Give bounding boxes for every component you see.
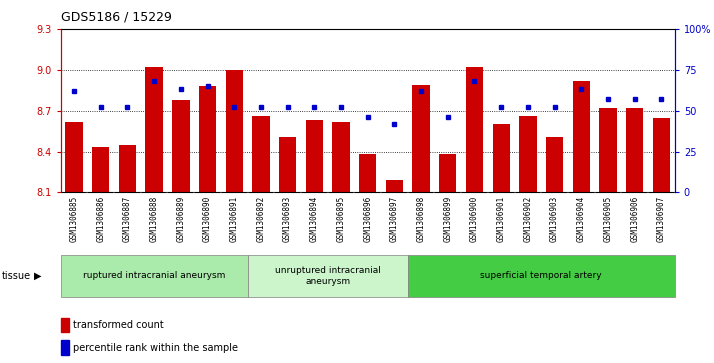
Bar <box>653 118 670 192</box>
Bar <box>466 67 483 192</box>
Text: GDS5186 / 15229: GDS5186 / 15229 <box>61 11 171 24</box>
Text: GSM1306906: GSM1306906 <box>630 195 639 242</box>
Text: GSM1306888: GSM1306888 <box>150 195 159 242</box>
Bar <box>332 122 350 192</box>
Bar <box>359 154 376 192</box>
Text: GSM1306895: GSM1306895 <box>336 195 346 242</box>
Text: GSM1306901: GSM1306901 <box>497 195 506 242</box>
Text: percentile rank within the sample: percentile rank within the sample <box>73 343 238 352</box>
Text: GSM1306886: GSM1306886 <box>96 195 105 242</box>
Text: GSM1306897: GSM1306897 <box>390 195 399 242</box>
Text: ▶: ▶ <box>34 271 42 281</box>
Bar <box>386 180 403 192</box>
Bar <box>519 116 536 192</box>
Text: unruptured intracranial
aneurysm: unruptured intracranial aneurysm <box>275 266 381 286</box>
FancyBboxPatch shape <box>408 255 675 297</box>
Bar <box>119 145 136 192</box>
Text: GSM1306890: GSM1306890 <box>203 195 212 242</box>
Text: GSM1306893: GSM1306893 <box>283 195 292 242</box>
Bar <box>573 81 590 192</box>
Text: GSM1306894: GSM1306894 <box>310 195 319 242</box>
Bar <box>546 136 563 192</box>
Bar <box>198 86 216 192</box>
Bar <box>66 122 83 192</box>
Bar <box>413 85 430 192</box>
Text: GSM1306904: GSM1306904 <box>577 195 585 242</box>
Text: GSM1306889: GSM1306889 <box>176 195 186 242</box>
Text: GSM1306902: GSM1306902 <box>523 195 533 242</box>
Bar <box>61 318 69 332</box>
Bar <box>626 108 643 192</box>
Text: GSM1306887: GSM1306887 <box>123 195 132 242</box>
Bar <box>61 340 69 355</box>
Text: transformed count: transformed count <box>73 320 164 330</box>
Bar <box>279 136 296 192</box>
Bar <box>226 70 243 192</box>
Text: GSM1306885: GSM1306885 <box>69 195 79 242</box>
Text: GSM1306896: GSM1306896 <box>363 195 372 242</box>
Text: GSM1306900: GSM1306900 <box>470 195 479 242</box>
Text: GSM1306892: GSM1306892 <box>256 195 266 242</box>
Text: tissue: tissue <box>2 271 31 281</box>
Text: GSM1306898: GSM1306898 <box>416 195 426 242</box>
FancyBboxPatch shape <box>248 255 408 297</box>
Text: GSM1306903: GSM1306903 <box>550 195 559 242</box>
Bar <box>172 100 189 192</box>
Bar <box>252 116 270 192</box>
Bar <box>493 125 510 192</box>
Bar <box>439 154 456 192</box>
Text: GSM1306899: GSM1306899 <box>443 195 452 242</box>
Text: ruptured intracranial aneurysm: ruptured intracranial aneurysm <box>83 272 226 280</box>
Bar <box>92 147 109 192</box>
Bar <box>146 67 163 192</box>
Text: superficial temporal artery: superficial temporal artery <box>481 272 602 280</box>
Bar <box>306 120 323 192</box>
Text: GSM1306907: GSM1306907 <box>657 195 666 242</box>
FancyBboxPatch shape <box>61 255 248 297</box>
Text: GSM1306905: GSM1306905 <box>603 195 613 242</box>
Bar <box>599 108 617 192</box>
Text: GSM1306891: GSM1306891 <box>230 195 238 242</box>
